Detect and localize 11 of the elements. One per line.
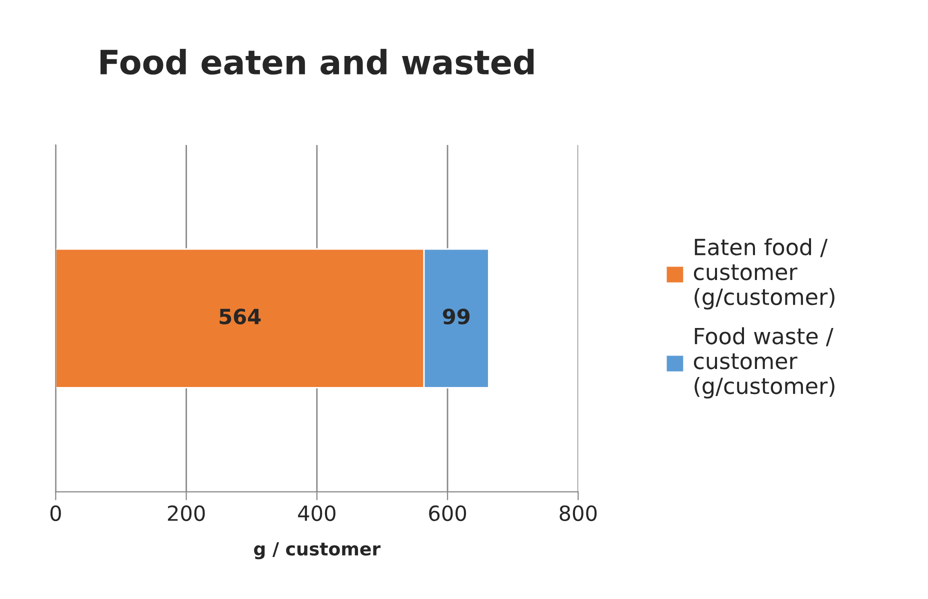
x-tick-label: 600 <box>429 505 466 522</box>
chart-title: Food eaten and wasted <box>100 48 534 75</box>
data-label: 99 <box>442 308 470 324</box>
data-label: 564 <box>220 308 261 324</box>
legend-label: Food waste / customer (g/customer) <box>694 327 834 399</box>
x-tick-label: 400 <box>298 505 336 522</box>
legend-label: Eaten food / customer (g/customer) <box>694 238 834 310</box>
x-axis-title: g / customer <box>254 542 381 560</box>
x-tick-label: 200 <box>168 505 205 522</box>
x-tick-label: 0 <box>50 505 61 522</box>
x-tick-label: 800 <box>560 505 597 522</box>
